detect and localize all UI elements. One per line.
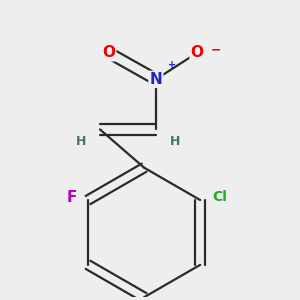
Text: H: H bbox=[76, 135, 86, 148]
Text: N: N bbox=[149, 72, 162, 87]
Text: O: O bbox=[190, 45, 204, 60]
Text: H: H bbox=[170, 135, 180, 148]
Text: −: − bbox=[211, 44, 221, 56]
Text: O: O bbox=[102, 45, 115, 60]
Text: Cl: Cl bbox=[212, 190, 227, 204]
Text: +: + bbox=[168, 60, 176, 70]
Text: F: F bbox=[67, 190, 77, 205]
